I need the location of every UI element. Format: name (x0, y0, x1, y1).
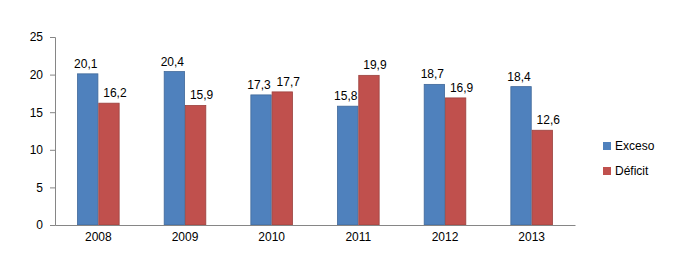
data-label: 17,3 (247, 78, 271, 92)
y-tick-mark (50, 225, 55, 226)
legend-swatch (603, 167, 611, 175)
bar (359, 75, 379, 225)
y-tick-mark (50, 150, 55, 151)
bar (445, 98, 465, 225)
x-tick: 2008 (85, 230, 112, 244)
data-label: 16,9 (450, 81, 474, 95)
y-tick: 10 (30, 143, 55, 157)
legend: Exceso Déficit (603, 139, 655, 178)
x-tick-label: 2011 (345, 230, 371, 244)
y-tick-mark (50, 187, 55, 188)
x-axis-line (56, 225, 576, 226)
x-tick: 2010 (258, 230, 285, 244)
bar (338, 106, 358, 225)
y-tick-label: 10 (30, 143, 44, 157)
legend-label: Exceso (615, 139, 655, 153)
series (78, 72, 532, 225)
data-label: 18,4 (507, 70, 531, 84)
y-tick-mark (50, 112, 55, 113)
bar (511, 87, 531, 225)
bar (99, 103, 119, 225)
x-tick: 2013 (518, 230, 545, 244)
data-label: 19,9 (363, 58, 387, 72)
legend-swatch (603, 142, 611, 150)
data-label: 18,7 (421, 67, 445, 81)
legend-item: Exceso (603, 139, 655, 153)
bar (185, 105, 205, 225)
x-tick-label: 2012 (432, 230, 459, 244)
bar (251, 95, 271, 225)
series (99, 75, 553, 225)
plot: 051015202520082009201020112012201320,120… (30, 30, 576, 244)
legend-label: Déficit (615, 164, 649, 178)
data-label: 20,4 (161, 55, 185, 69)
y-axis-line (50, 38, 56, 226)
y-tick: 15 (30, 106, 55, 120)
y-tick: 25 (30, 30, 55, 44)
x-tick: 2009 (172, 230, 199, 244)
x-tick-label: 2013 (518, 230, 545, 244)
bar (272, 92, 292, 225)
y-tick-label: 0 (36, 218, 43, 232)
y-tick-label: 5 (36, 181, 43, 195)
data-label: 17,7 (277, 75, 301, 89)
x-tick-label: 2009 (172, 230, 199, 244)
data-label: 16,2 (103, 86, 127, 100)
y-tick-label: 20 (30, 68, 44, 82)
y-tick: 5 (36, 181, 55, 195)
y-tick: 0 (36, 218, 55, 232)
bars (78, 72, 553, 225)
bar (424, 84, 444, 225)
y-axis: 0 5 10 15 20 25 (30, 30, 56, 232)
y-tick-mark (50, 37, 55, 38)
x-tick-label: 2010 (258, 230, 285, 244)
data-label: 15,8 (334, 89, 358, 103)
legend-item: Déficit (603, 164, 649, 178)
bar (532, 130, 552, 225)
data-label: 12,6 (537, 113, 561, 127)
data-label: 15,9 (190, 88, 214, 102)
x-tick: 2011 (345, 230, 371, 244)
x-tick-label: 2008 (85, 230, 112, 244)
data-labels: 20,1 20,4 17,3 15,8 18,7 18,4 16,2 15,9 17,7 19,9… (74, 55, 560, 128)
x-tick: 2012 (432, 230, 459, 244)
y-tick-label: 15 (30, 106, 44, 120)
y-tick-label: 25 (30, 30, 44, 44)
bar (78, 74, 98, 225)
y-tick-mark (50, 75, 55, 76)
x-axis: 2008 2009 2010 2011 2012 2013 (56, 226, 576, 245)
bar (164, 72, 184, 225)
y-tick: 20 (30, 68, 55, 82)
data-label: 20,1 (74, 57, 98, 71)
chart: 051015202520082009201020112012201320,120… (0, 0, 700, 258)
